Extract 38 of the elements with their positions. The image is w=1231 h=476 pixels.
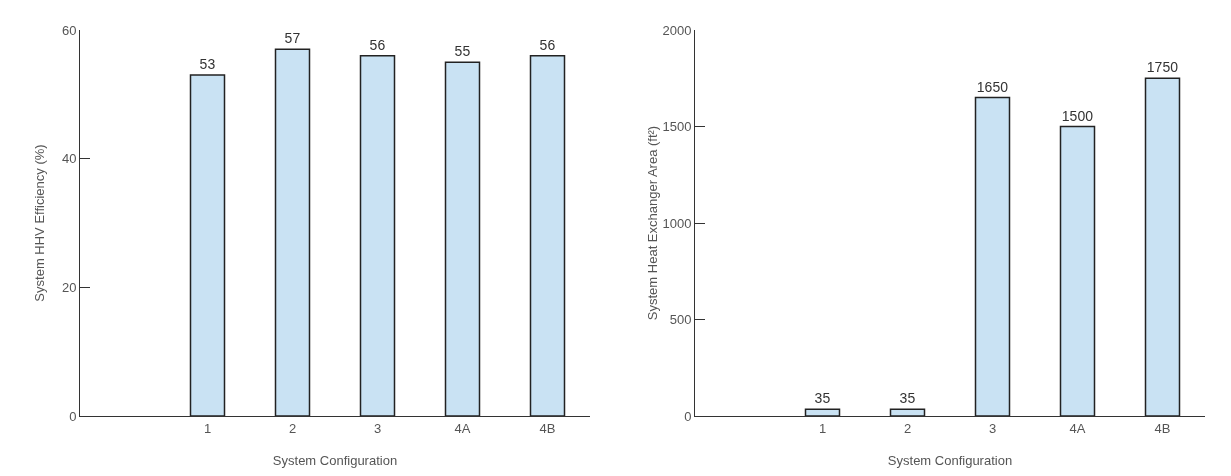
- data-label: 57: [284, 30, 301, 47]
- x-tick-label: 2: [903, 420, 912, 436]
- x-tick-label: 2: [288, 420, 297, 436]
- x-tick-label: 1: [203, 420, 212, 436]
- data-label: 1650: [976, 78, 1009, 95]
- x-tick-label: 1: [818, 420, 827, 436]
- x-tick-label: 3: [373, 420, 382, 436]
- data-label: 1750: [1146, 59, 1179, 76]
- data-label: 35: [899, 390, 916, 407]
- data-label: 56: [539, 36, 556, 53]
- y-tick-label: 20: [61, 279, 77, 295]
- y-tick-label: 1000: [662, 215, 692, 231]
- data-label: 53: [199, 56, 216, 73]
- x-tick-label: 3: [988, 420, 997, 436]
- y-tick-label: 0: [69, 408, 77, 424]
- x-axis-title: System Configuration: [272, 453, 398, 468]
- data-label: 55: [454, 43, 471, 60]
- y-tick-label: 0: [684, 408, 692, 424]
- bar: [804, 408, 841, 416]
- x-tick-label: 4B: [539, 420, 556, 436]
- x-tick-label: 4A: [454, 420, 471, 436]
- bar: [974, 96, 1011, 416]
- x-tick-label: 4B: [1154, 420, 1171, 436]
- data-label: 1500: [1061, 107, 1094, 124]
- y-tick-label: 1500: [662, 119, 692, 135]
- bar: [1059, 125, 1096, 416]
- y-axis-title: System HHV Efficiency (%): [32, 144, 47, 302]
- data-label: 56: [369, 36, 386, 53]
- x-axis-title: System Configuration: [887, 453, 1013, 468]
- y-tick-label: 60: [61, 22, 77, 38]
- y-tick-label: 500: [669, 312, 692, 328]
- y-tick-label: 40: [61, 151, 77, 167]
- bar: [889, 408, 926, 416]
- x-tick-label: 4A: [1069, 420, 1086, 436]
- bar: [1144, 77, 1181, 416]
- y-tick-label: 2000: [662, 22, 692, 38]
- y-axis-title: System Heat Exchanger Area (ft²): [645, 125, 661, 321]
- data-label: 35: [814, 390, 831, 407]
